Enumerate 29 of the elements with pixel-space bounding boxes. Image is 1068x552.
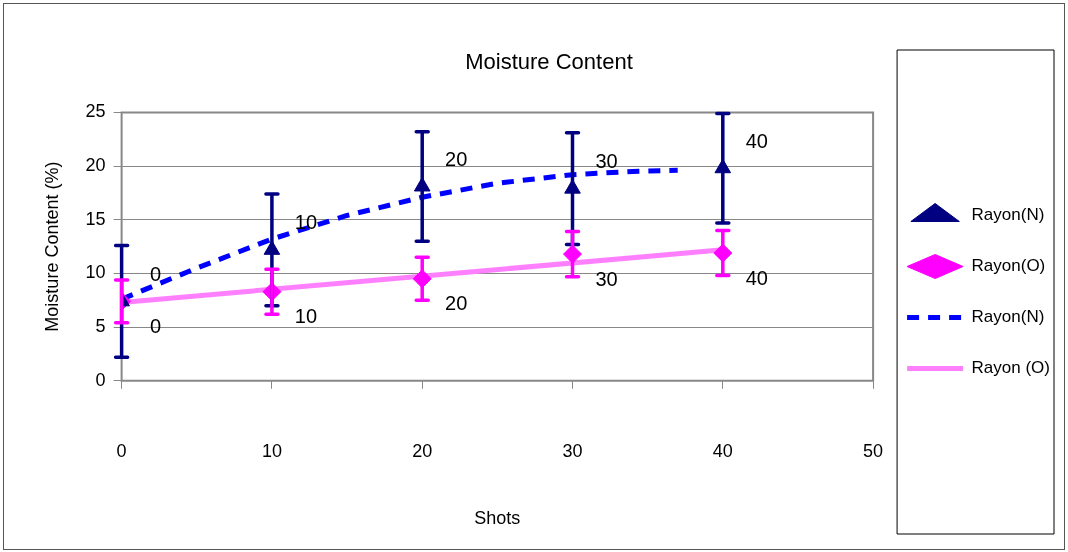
x-tick-label: 30 [562,440,583,461]
chart-title: Moisture Content [465,49,633,75]
y-tick-label: 0 [95,369,106,390]
x-tick-label: 50 [863,440,884,461]
y-tick-label: 5 [95,316,106,337]
annotation: 20 [445,147,468,170]
x-tick-label: 0 [116,440,127,461]
x-tick-label: 20 [412,440,433,461]
legend-label: Rayon(N) [971,205,1045,225]
annotation: 30 [595,267,618,290]
x-axis-title: Shots [474,508,521,529]
y-tick-label: 20 [85,155,106,176]
annotation: 40 [745,266,768,289]
y-axis-title: Moisture Content (%) [41,161,62,332]
annotation: 10 [294,211,318,234]
y-tick-label: 15 [85,208,106,229]
annotation: 40 [745,129,768,152]
y-tick-label: 25 [85,101,106,122]
legend-label: Rayon (O) [971,358,1051,378]
legend-label: Rayon(O) [971,256,1046,276]
annotation: 10 [294,305,318,328]
annotation: 30 [595,150,618,173]
annotation: 0 [150,314,162,337]
y-tick-label: 10 [85,262,106,283]
x-tick-label: 40 [712,440,733,461]
x-tick-label: 10 [261,440,282,461]
annotation: 0 [150,262,162,285]
legend-label: Rayon(N) [971,307,1045,327]
annotation: 20 [445,292,468,315]
